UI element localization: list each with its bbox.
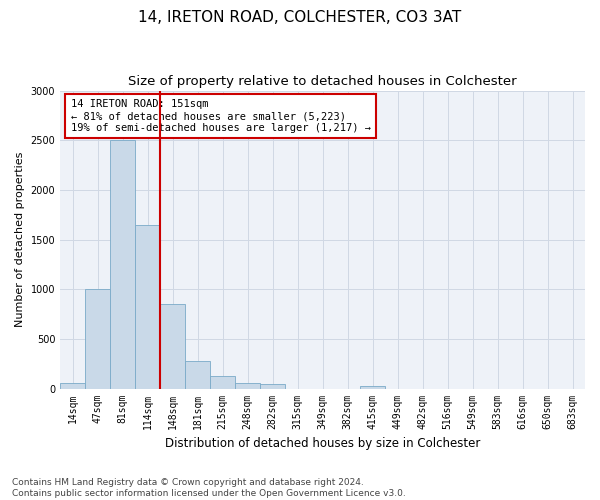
- Bar: [235, 382, 260, 388]
- Bar: [210, 376, 235, 388]
- Bar: [160, 304, 185, 388]
- X-axis label: Distribution of detached houses by size in Colchester: Distribution of detached houses by size …: [165, 437, 480, 450]
- Bar: [360, 386, 385, 388]
- Title: Size of property relative to detached houses in Colchester: Size of property relative to detached ho…: [128, 75, 517, 88]
- Text: 14 IRETON ROAD: 151sqm
← 81% of detached houses are smaller (5,223)
19% of semi-: 14 IRETON ROAD: 151sqm ← 81% of detached…: [71, 100, 371, 132]
- Text: Contains HM Land Registry data © Crown copyright and database right 2024.
Contai: Contains HM Land Registry data © Crown c…: [12, 478, 406, 498]
- Bar: [110, 140, 135, 388]
- Text: 14, IRETON ROAD, COLCHESTER, CO3 3AT: 14, IRETON ROAD, COLCHESTER, CO3 3AT: [139, 10, 461, 25]
- Bar: [85, 289, 110, 388]
- Bar: [260, 384, 285, 388]
- Bar: [135, 224, 160, 388]
- Y-axis label: Number of detached properties: Number of detached properties: [15, 152, 25, 327]
- Bar: [185, 360, 210, 388]
- Bar: [60, 382, 85, 388]
